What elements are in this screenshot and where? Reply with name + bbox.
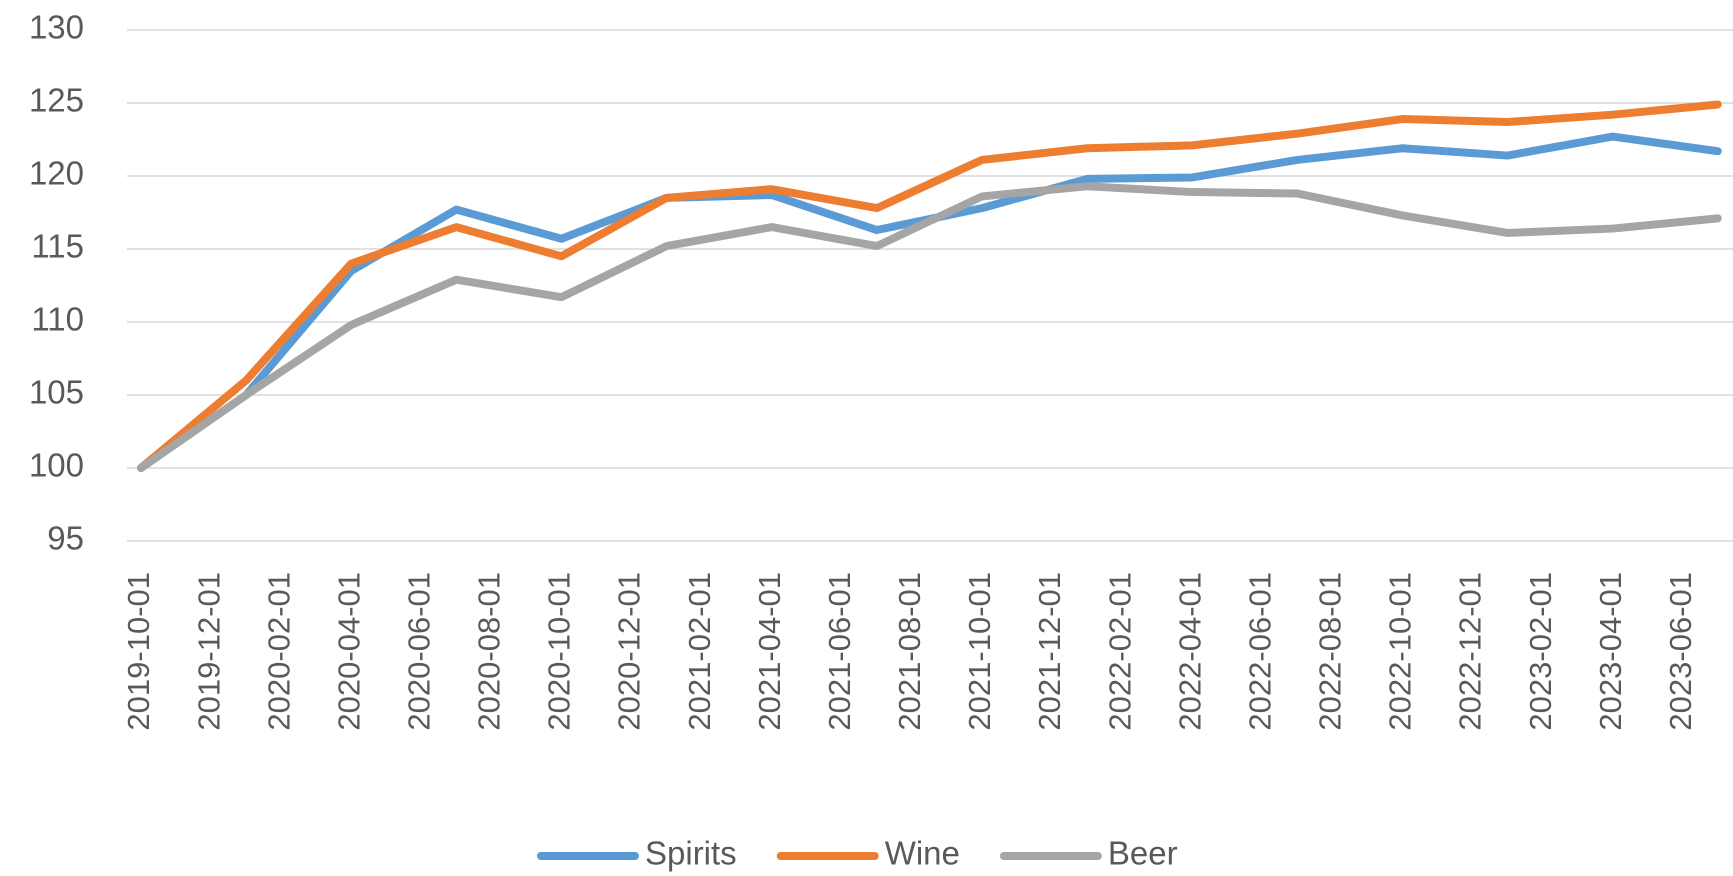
x-tick-label: 2020-06-01 <box>402 572 437 731</box>
y-tick-label: 95 <box>47 520 84 557</box>
x-tick-label: 2020-04-01 <box>331 572 366 731</box>
y-tick-label: 125 <box>29 82 84 119</box>
legend-label: Beer <box>1108 835 1178 872</box>
y-tick-label: 115 <box>31 228 84 265</box>
x-tick-label: 2021-12-01 <box>1032 572 1067 731</box>
x-tick-label: 2021-02-01 <box>682 572 717 731</box>
x-tick-label: 2022-10-01 <box>1383 572 1418 731</box>
y-tick-label: 110 <box>31 301 84 338</box>
y-tick-label: 100 <box>29 447 84 484</box>
x-tick-label: 2022-02-01 <box>1102 572 1137 731</box>
legend-label: Spirits <box>645 835 737 872</box>
x-tick-label: 2020-12-01 <box>612 572 647 731</box>
x-tick-label: 2023-06-01 <box>1663 572 1698 731</box>
x-tick-label: 2020-08-01 <box>472 572 507 731</box>
legend-label: Wine <box>885 835 960 872</box>
x-tick-label: 2020-02-01 <box>261 572 296 731</box>
x-tick-label: 2021-06-01 <box>822 572 857 731</box>
x-tick-label: 2022-06-01 <box>1242 572 1277 731</box>
series-line <box>137 182 1722 472</box>
x-tick-label: 2019-12-01 <box>191 572 226 731</box>
x-tick-label: 2021-04-01 <box>752 572 787 731</box>
y-tick-label: 130 <box>29 9 84 46</box>
y-tick-label: 120 <box>29 155 84 192</box>
x-tick-label: 2022-04-01 <box>1172 572 1207 731</box>
x-tick-label: 2020-10-01 <box>542 572 577 731</box>
x-tick-label: 2019-10-01 <box>121 572 156 731</box>
x-tick-label: 2021-08-01 <box>892 572 927 731</box>
x-tick-label: 2022-08-01 <box>1313 572 1348 731</box>
x-tick-label: 2023-04-01 <box>1593 572 1628 731</box>
x-tick-label: 2022-12-01 <box>1453 572 1488 731</box>
x-tick-label: 2021-10-01 <box>962 572 997 731</box>
series-line <box>137 100 1722 472</box>
y-tick-label: 105 <box>29 374 84 411</box>
x-tick-label: 2023-02-01 <box>1523 572 1558 731</box>
